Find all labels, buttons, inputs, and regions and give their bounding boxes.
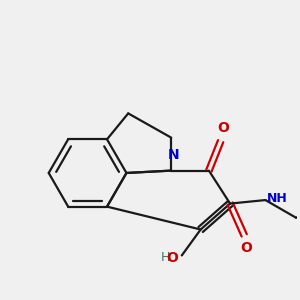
Text: H: H — [160, 251, 170, 264]
Text: O: O — [217, 121, 229, 135]
Text: NH: NH — [267, 192, 287, 206]
Text: N: N — [168, 148, 179, 162]
Text: O: O — [241, 241, 253, 255]
Text: O: O — [167, 251, 178, 265]
